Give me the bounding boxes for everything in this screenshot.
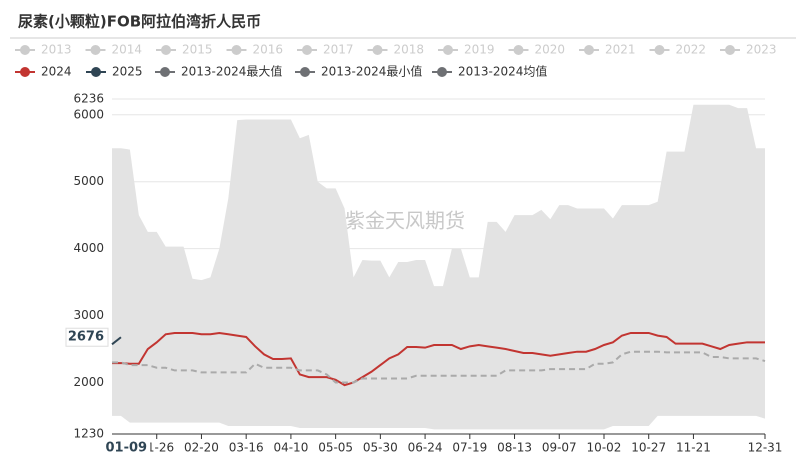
x-tick-label: 07-19 — [452, 441, 487, 455]
series-line — [112, 350, 766, 384]
legend-icon — [300, 67, 310, 77]
y-tick-label: 5000 — [73, 174, 104, 188]
range-band — [112, 104, 765, 430]
legend-icon — [160, 67, 170, 77]
legend-label[interactable]: 2013-2024均值 — [458, 64, 547, 79]
legend-label[interactable]: 2013-2024最大值 — [181, 64, 282, 79]
x-tick-label: 11-21 — [676, 441, 711, 455]
legend-label[interactable]: 2017 — [323, 43, 354, 57]
legend-label[interactable]: 2020 — [535, 43, 566, 57]
pointer-x-label: 01-09 — [106, 441, 148, 456]
legend-label[interactable]: 2023 — [746, 43, 777, 57]
x-tick-label: 02-20 — [184, 441, 219, 455]
legend-icon — [161, 45, 171, 55]
y-tick-label: 4000 — [73, 241, 104, 255]
x-tick-label: 10-27 — [631, 441, 666, 455]
x-tick-label: 04-10 — [273, 441, 308, 455]
legend-label[interactable]: 2016 — [253, 43, 284, 57]
legend-label[interactable]: 2019 — [464, 43, 495, 57]
chart-title: 尿素(小颗粒)FOB阿拉伯湾折人民币 — [18, 13, 261, 31]
legend-label[interactable]: 2022 — [676, 43, 707, 57]
legend-label[interactable]: 2013-2024最小值 — [321, 64, 422, 79]
x-tick-label: 06-24 — [408, 441, 443, 455]
legend-icon — [437, 67, 447, 77]
legend-label[interactable]: 2014 — [112, 43, 143, 57]
legend-icon — [654, 45, 665, 55]
legend-label[interactable]: 2018 — [394, 43, 425, 57]
legend-icon — [91, 67, 101, 77]
pointer-box — [65, 327, 109, 347]
legend-icon — [372, 45, 383, 55]
legend-label[interactable]: 2015 — [182, 43, 213, 57]
x-tick-label: 05-30 — [363, 441, 398, 455]
y-tick-label: 6000 — [73, 107, 104, 121]
series-line — [111, 336, 122, 346]
legend-label[interactable]: 2025 — [112, 65, 143, 79]
x-tick-label: 05-05 — [318, 441, 353, 455]
legend-icon — [231, 45, 242, 55]
legend-icon — [725, 45, 735, 55]
watermark: 紫金天风期货 — [345, 209, 465, 233]
x-tick-label: 03-16 — [229, 441, 264, 455]
legend-label[interactable]: 2013 — [41, 43, 72, 57]
legend-icon — [90, 45, 101, 55]
x-tick-label: 10-02 — [587, 441, 622, 455]
legend-label[interactable]: 2024 — [41, 65, 72, 79]
x-tick-label: 09-07 — [542, 441, 577, 455]
legend-icon — [443, 45, 453, 55]
y-tick-label: 6236 — [73, 92, 104, 106]
legend-icon — [513, 45, 524, 55]
legend-icon — [20, 45, 30, 55]
legend-icon — [584, 45, 594, 55]
pointer-box — [102, 438, 151, 458]
legend-icon — [302, 45, 312, 55]
legend-icon — [20, 67, 30, 77]
y-tick-label: 3000 — [73, 308, 104, 322]
series-line — [112, 331, 765, 387]
legend-label[interactable]: 2021 — [605, 43, 636, 57]
y-tick-label: 2000 — [73, 375, 104, 389]
x-tick-label: 08-13 — [497, 441, 532, 455]
y-tick-label: 1230 — [73, 427, 104, 441]
pointer-y-label: 2676 — [68, 330, 104, 345]
x-tick-label: 12-31 — [748, 441, 783, 455]
